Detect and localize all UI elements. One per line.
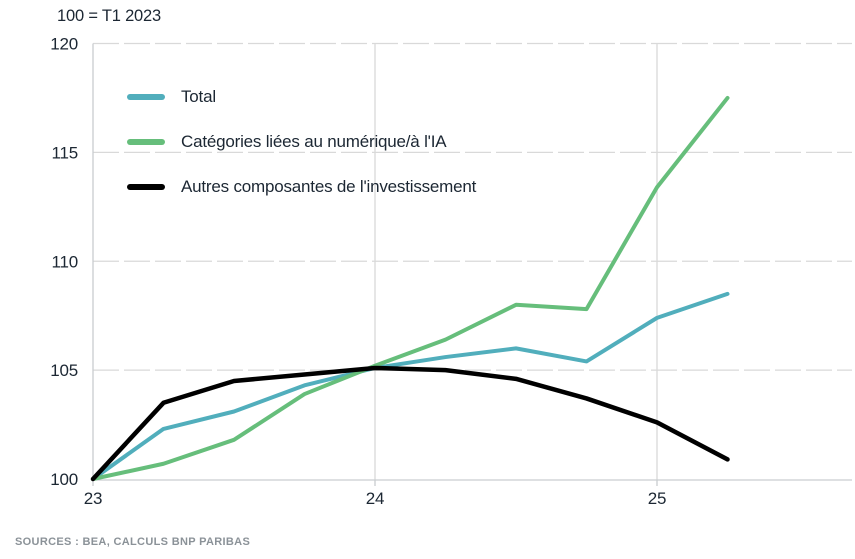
series-line-1 (91, 95, 730, 481)
legend-label-autres: Autres composantes de l'investissement (181, 177, 477, 196)
legend-item-autres: Autres composantes de l'investissement (127, 176, 476, 198)
y-tick-label-100: 100 (50, 470, 78, 489)
y-tick-label-110: 110 (51, 252, 78, 271)
y-tick-label-115: 115 (51, 143, 78, 162)
series-line-2 (90, 365, 730, 482)
series-line-0 (91, 291, 730, 481)
legend-swatch-total (127, 94, 165, 100)
legend-swatch-autres (127, 184, 165, 190)
legend-item-total: Total (127, 86, 476, 108)
legend-item-numerique-ia: Catégories liées au numérique/à l'IA (127, 131, 476, 153)
legend: Total Catégories liées au numérique/à l'… (127, 86, 476, 221)
y-tick-label-105: 105 (50, 361, 78, 380)
x-tick-label-23: 23 (84, 489, 103, 508)
x-tick-label-24: 24 (366, 489, 385, 508)
legend-swatch-numerique-ia (127, 139, 165, 145)
chart-title: 100 = T1 2023 (57, 7, 161, 25)
x-tick-label-25: 25 (648, 489, 667, 508)
source-note: SOURCES : BEA, CALCULS BNP PARIBAS (15, 536, 251, 548)
legend-label-total: Total (181, 87, 216, 106)
legend-label-numerique-ia: Catégories liées au numérique/à l'IA (181, 132, 447, 151)
y-tick-label-120: 120 (50, 35, 78, 54)
